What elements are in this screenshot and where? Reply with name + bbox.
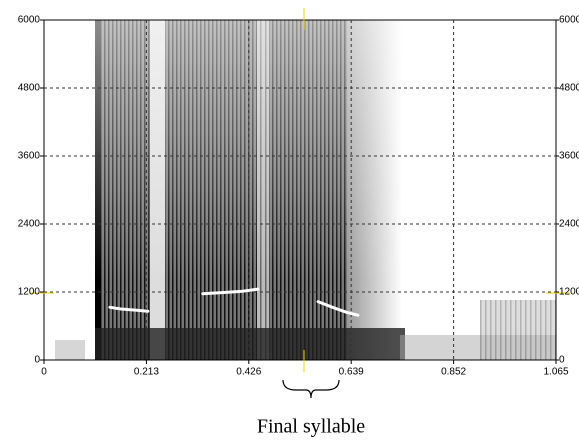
x-tick-label: 1.065 — [543, 367, 568, 378]
annotation: Final syllable — [257, 416, 365, 438]
x-tick-label: 0.639 — [339, 367, 364, 378]
y2-tick-label: 4800 — [559, 83, 579, 94]
pitch-line — [108, 287, 360, 317]
x-tick-label: 0.213 — [134, 367, 159, 378]
y-tick-label: 1200 — [18, 287, 41, 298]
x-tick-label: 0 — [41, 367, 47, 378]
y-tick-label: 0 — [34, 355, 40, 366]
y-tick-label: 2400 — [18, 219, 41, 230]
x-tick-label: 0.426 — [236, 367, 261, 378]
y2-tick-label: 2400 — [559, 219, 579, 230]
y2-tick-label: 1200 — [559, 287, 579, 298]
brace — [282, 379, 340, 399]
x-tick-label: 0.852 — [441, 367, 466, 378]
y-tick-label: 3600 — [18, 151, 41, 162]
y2-tick-label: 0 — [559, 355, 565, 366]
y-tick-label: 6000 — [18, 15, 41, 26]
y2-tick-label: 6000 — [559, 15, 579, 26]
y2-tick-label: 3600 — [559, 151, 579, 162]
y-tick-label: 4800 — [18, 83, 41, 94]
plot-frame — [43, 19, 557, 361]
